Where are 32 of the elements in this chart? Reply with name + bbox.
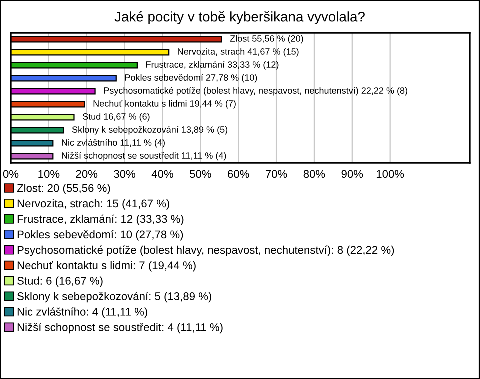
x-tick-label: 70% xyxy=(266,170,288,178)
legend-label: Sklony k sebepožkozování: 5 (13,89 %) xyxy=(18,292,212,303)
legend-label: Stud: 6 (16,67 %) xyxy=(18,276,103,288)
x-tick-label: 40% xyxy=(152,170,174,178)
data-label: Zlost 55,56 % (20) xyxy=(230,35,304,44)
x-tick-label: 100% xyxy=(376,170,404,178)
x-tick-label: 10% xyxy=(38,170,60,178)
data-label: Nechuť kontaktu s lidmi 19,44 % (7) xyxy=(94,100,236,109)
legend-label: Pokles sebevědomí: 10 (27,78 %) xyxy=(18,230,184,241)
x-tick-label: 60% xyxy=(228,170,250,178)
data-label: Nervozita, strach 41,67 % (15) xyxy=(178,48,299,57)
chart-title: Jaké pocity v tobě kyberšikana vyvolala? xyxy=(114,11,365,25)
data-label: Nic zvláštního 11,11 % (4) xyxy=(62,139,165,148)
x-tick-label: 20% xyxy=(76,170,98,178)
x-tick-label: 0% xyxy=(3,170,19,178)
legend-label: Nižší schopnost se soustředit: 4 (11,11 %) xyxy=(18,323,223,334)
data-label: Frustrace, zklamání 33,33 % (12) xyxy=(146,61,279,70)
x-tick-label: 30% xyxy=(114,170,136,178)
x-tick-label: 50% xyxy=(190,170,212,178)
data-label: Sklony k sebepožkozování 13,89 % (5) xyxy=(72,126,228,135)
legend-label: Nic zvláštního: 4 (11,11 %) xyxy=(18,308,148,318)
x-tick-label: 80% xyxy=(304,170,326,178)
legend-label: Nervozita, strach: 15 (41,67 %) xyxy=(18,199,170,210)
data-label: Psychosomatické potíže (bolest hlavy, nespavost, nechutenství) 22,22 % (8) xyxy=(104,87,408,96)
x-tick-label: 90% xyxy=(342,170,364,178)
data-label: Nižší schopnost se soustředit 11,11 % (4) xyxy=(62,152,226,161)
data-label: Stud 16,67 % (6) xyxy=(82,113,150,122)
legend-label: Nechuť kontaktu s lidmi: 7 (19,44 %) xyxy=(18,261,196,272)
legend-label: Frustrace, zklamání: 12 (33,33 %) xyxy=(18,214,184,226)
legend-label: Psychosomatické potíže (bolest hlavy, nespavost, nechutenství): 8 (22,22 %) xyxy=(18,246,394,256)
data-label: Pokles sebevědomí 27,78 % (10) xyxy=(125,74,258,83)
legend-label: Zlost: 20 (55,56 %) xyxy=(17,184,110,194)
